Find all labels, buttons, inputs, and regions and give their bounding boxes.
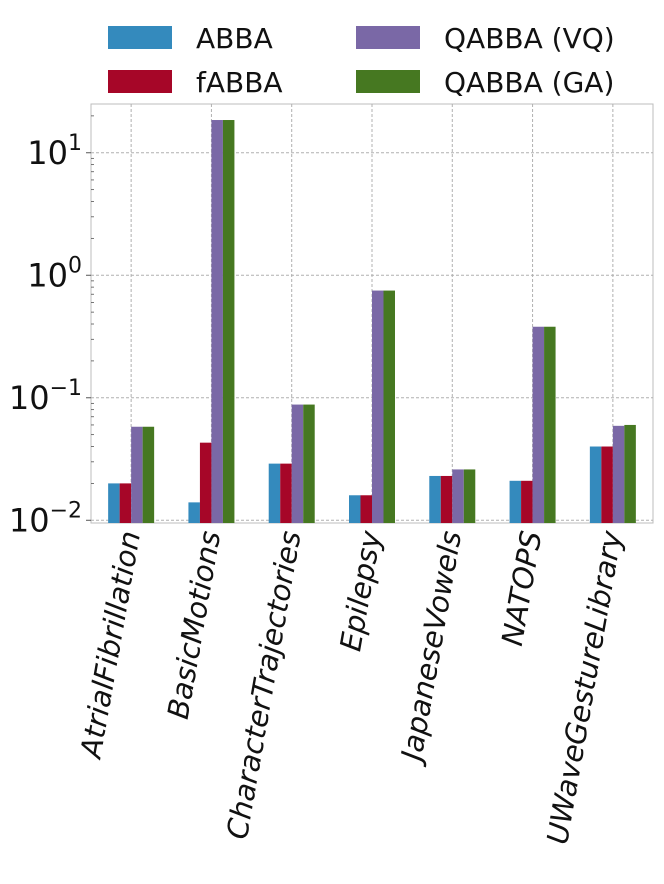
legend-label: QABBA (VQ): [444, 22, 615, 55]
x-tick-label: UWaveGestureLibrary: [540, 527, 629, 846]
bar-fabba-charactertrajectories: [280, 463, 292, 523]
bar-qabba-ga-epilepsy: [383, 290, 395, 523]
bar-fabba-epilepsy: [360, 495, 372, 523]
bar-qabba-ga-basicmotions: [222, 120, 235, 523]
x-tick-label: NATOPS: [495, 528, 549, 648]
y-tick-label: 10−1: [9, 376, 82, 417]
bar-abba-charactertrajectories: [268, 463, 281, 523]
legend-swatch: [356, 26, 420, 49]
bar-qabba-ga-charactertrajectories: [303, 404, 315, 523]
legend-swatch: [108, 26, 172, 49]
bar-qabba-vq-epilepsy: [372, 290, 384, 523]
bar-fabba-natops: [521, 480, 533, 523]
bar-qabba-ga-natops: [544, 326, 556, 523]
legend-label: fABBA: [196, 66, 283, 99]
y-tick-label: 10−2: [9, 498, 82, 539]
bar-qabba-vq-japanesevowels: [452, 469, 464, 523]
bar-abba-epilepsy: [349, 495, 361, 523]
y-axis-tick-labels: 10−2 10−1 100 101: [9, 131, 91, 539]
bar-abba-atrialfibrillation: [108, 483, 120, 523]
x-tick-label: CharacterTrajectories: [220, 528, 308, 841]
bars: [108, 120, 636, 523]
y-minor-ticks: [91, 115, 94, 484]
bar-fabba-basicmotions: [199, 442, 212, 523]
bar-qabba-ga-japanesevowels: [463, 469, 476, 523]
legend-label: ABBA: [196, 22, 273, 55]
bar-qabba-vq-basicmotions: [211, 120, 223, 523]
legend-label: QABBA (GA): [444, 66, 614, 99]
x-axis-tick-labels: AtrialFibrillation BasicMotionsCharacterT…: [73, 527, 629, 846]
bar-qabba-vq-uwavegesturelibrary: [612, 425, 625, 523]
bar-fabba-uwavegesturelibrary: [601, 446, 613, 523]
bar-qabba-vq-natops: [532, 326, 545, 523]
bar-fabba-atrialfibrillation: [119, 483, 132, 523]
legend-swatch: [356, 70, 420, 93]
bar-qabba-vq-atrialfibrillation: [131, 426, 143, 523]
legend-swatch: [108, 70, 172, 93]
bar-fabba-japanesevowels: [440, 475, 453, 523]
bar-abba-natops: [509, 480, 522, 523]
bar-qabba-ga-atrialfibrillation: [142, 426, 155, 523]
bar-abba-uwavegesturelibrary: [589, 446, 602, 523]
bar-qabba-vq-charactertrajectories: [291, 404, 304, 523]
legend: ABBA fABBA QABBA (VQ) QABBA (GA): [108, 22, 615, 99]
bar-abba-japanesevowels: [429, 475, 441, 523]
x-tick-label: Epilepsy: [333, 527, 388, 653]
x-tick-label: JapaneseVowels: [393, 528, 468, 768]
x-tick-label: BasicMotions: [161, 528, 228, 721]
x-tick-label: AtrialFibrillation: [73, 528, 147, 762]
bar-qabba-ga-uwavegesturelibrary: [624, 424, 636, 523]
y-tick-label: 100: [27, 253, 82, 294]
bar-abba-basicmotions: [188, 502, 200, 523]
y-tick-label: 101: [27, 131, 82, 172]
